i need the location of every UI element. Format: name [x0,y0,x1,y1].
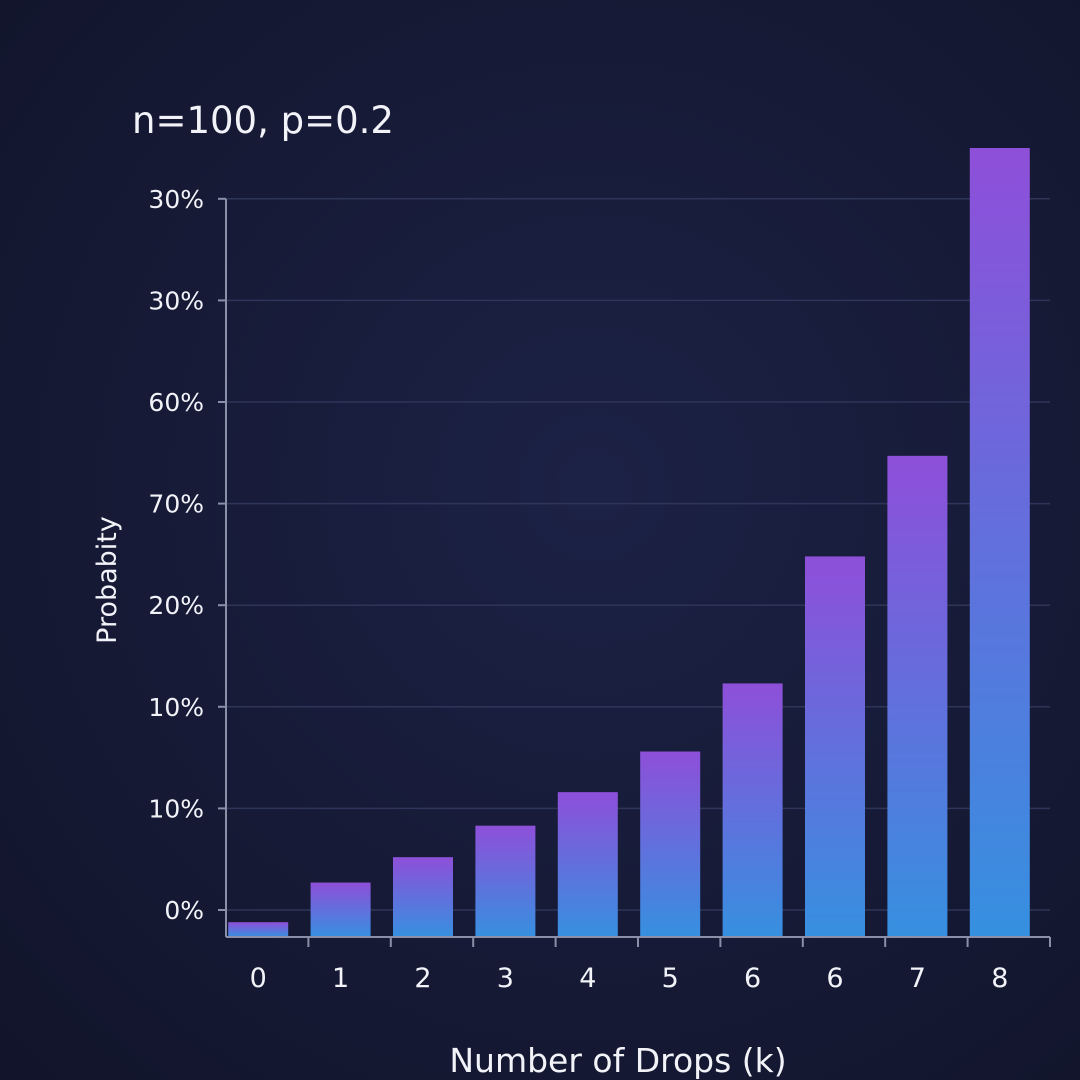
x-tick-label: 2 [414,963,431,994]
bar [640,751,701,937]
bar [722,683,783,937]
bar [393,857,453,937]
y-axis-ticks: 0% 10% 10% 20% 70% 60% 30% 30% [148,185,226,925]
x-tick-label: 1 [332,963,349,994]
bar [969,148,1030,937]
x-tick-label: 7 [909,963,926,994]
y-tick-label: 20% [148,591,204,620]
grid-lines [226,198,1050,911]
chart-title: n=100, p=0.2 [132,99,394,142]
y-tick-label: 30% [148,286,204,315]
y-tick-label: 10% [148,794,204,823]
bars [228,148,1030,937]
bar [557,792,618,937]
x-tick-label: 4 [579,963,596,994]
x-axis-ticks: 0 1 2 3 4 5 6 6 7 8 [250,937,1051,994]
bar [475,825,536,937]
y-tick-label: 60% [148,388,204,417]
bar [228,922,289,937]
bar [805,556,865,937]
x-tick-label: 3 [497,963,514,994]
x-tick-label: 0 [250,963,267,994]
y-tick-label: 70% [148,490,204,519]
y-tick-label: 10% [148,693,204,722]
x-tick-label: 6 [826,963,843,994]
x-tick-label: 6 [744,963,761,994]
y-tick-label: 30% [148,185,204,214]
x-tick-label: 5 [662,963,679,994]
bar [310,882,371,937]
y-axis-label: Probabity [92,516,123,644]
x-axis-label: Number of Drops (k) [449,1041,786,1080]
x-tick-label: 8 [991,963,1008,994]
y-tick-label: 0% [164,896,204,925]
bar [887,455,948,937]
